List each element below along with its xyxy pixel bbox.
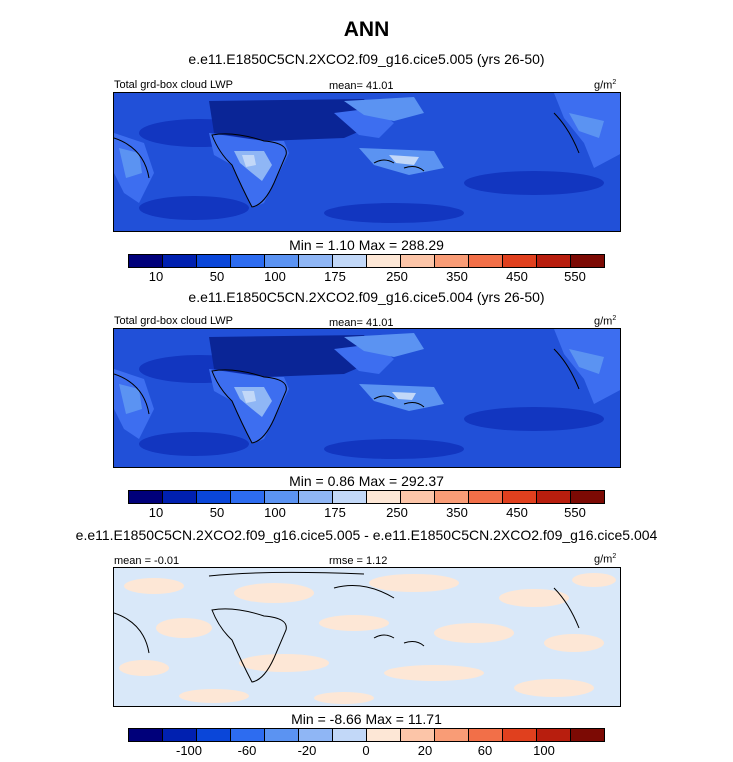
colorbar-tick-label: 175: [324, 269, 346, 284]
colorbar-swatch: [435, 255, 469, 267]
colorbar-swatch: [571, 729, 604, 741]
colorbar-tick-label: 60: [477, 743, 493, 758]
colorbar-swatch: [265, 255, 299, 267]
colorbar-swatch: [401, 729, 435, 741]
colorbar-swatch: [435, 729, 469, 741]
colorbar-tick-label: 250: [386, 505, 408, 520]
panel-1-colorbar: [128, 254, 605, 268]
colorbar-swatch: [401, 255, 435, 267]
colorbar-swatch: [435, 491, 469, 503]
colorbar-swatch: [197, 729, 231, 741]
colorbar-swatch: [503, 255, 537, 267]
colorbar-tick-label: 450: [506, 505, 528, 520]
colorbar-tick-label: 350: [446, 269, 468, 284]
colorbar-swatch: [231, 255, 265, 267]
colorbar-tick-label: 250: [386, 269, 408, 284]
colorbar-tick-label: 550: [564, 505, 586, 520]
panel-2-colorbar-ticks: 10 50 100 175 250 350 450 550: [128, 505, 605, 521]
panel-1-mean-label: mean= 41.01: [329, 80, 394, 92]
panel-1-colorbar-ticks: 10 50 100 175 250 350 450 550: [128, 269, 605, 285]
colorbar-swatch: [503, 729, 537, 741]
colorbar-swatch: [129, 491, 163, 503]
colorbar-swatch: [163, 491, 197, 503]
colorbar-swatch: [469, 491, 503, 503]
panel-1-variable-label: Total grd-box cloud LWP: [114, 79, 234, 91]
colorbar-swatch: [367, 255, 401, 267]
panel-2-minmax: Min = 0.86 Max = 292.37: [289, 473, 444, 489]
colorbar-tick-label: -100: [175, 743, 203, 758]
panel-3-rmse-label: rmse = 1.12: [329, 555, 388, 567]
colorbar-swatch: [367, 491, 401, 503]
panel-3-units: g/m2: [594, 553, 617, 566]
colorbar-tick-label: 350: [446, 505, 468, 520]
colorbar-swatch: [367, 729, 401, 741]
panel-1-units: g/m2: [594, 79, 617, 92]
colorbar-tick-label: -20: [297, 743, 317, 758]
colorbar-tick-label: 100: [533, 743, 555, 758]
colorbar-tick-label: 10: [148, 269, 164, 284]
panel-1-minmax: Min = 1.10 Max = 288.29: [289, 237, 444, 253]
colorbar-swatch: [537, 729, 571, 741]
colorbar-tick-label: 450: [506, 269, 528, 284]
colorbar-swatch: [299, 729, 333, 741]
colorbar-tick-label: 50: [209, 269, 225, 284]
colorbar-swatch: [469, 255, 503, 267]
panel-2-colorbar: [128, 490, 605, 504]
panel-2-units: g/m2: [594, 315, 617, 328]
panel-1-map: [113, 92, 621, 232]
colorbar-swatch: [231, 729, 265, 741]
panel-3-map: [113, 567, 621, 707]
colorbar-swatch: [163, 729, 197, 741]
panel-3-mean-label: mean = -0.01: [114, 555, 180, 567]
colorbar-tick-label: 0: [362, 743, 370, 758]
colorbar-tick-label: -60: [237, 743, 257, 758]
colorbar-swatch: [537, 491, 571, 503]
figure-title: ANN: [343, 18, 390, 41]
colorbar-swatch: [333, 255, 367, 267]
colorbar-swatch: [197, 255, 231, 267]
colorbar-swatch: [265, 491, 299, 503]
colorbar-swatch: [265, 729, 299, 741]
panel-3-case-title: e.e11.E1850C5CN.2XCO2.f09_g16.cice5.005 …: [75, 527, 658, 543]
colorbar-tick-label: 550: [564, 269, 586, 284]
colorbar-swatch: [299, 255, 333, 267]
panel-2-case-title: e.e11.E1850C5CN.2XCO2.f09_g16.cice5.004 …: [188, 289, 545, 305]
colorbar-swatch: [503, 491, 537, 503]
colorbar-swatch: [299, 491, 333, 503]
panel-3-colorbar: [128, 728, 605, 742]
colorbar-tick-label: 10: [148, 505, 164, 520]
colorbar-tick-label: 100: [264, 269, 286, 284]
panel-2-map: [113, 328, 621, 468]
colorbar-tick-label: 50: [209, 505, 225, 520]
colorbar-swatch: [163, 255, 197, 267]
colorbar-swatch: [333, 491, 367, 503]
colorbar-swatch: [401, 491, 435, 503]
panel-3-minmax: Min = -8.66 Max = 11.71: [291, 711, 442, 727]
panel-2-variable-label: Total grd-box cloud LWP: [114, 315, 234, 327]
colorbar-swatch: [469, 729, 503, 741]
colorbar-swatch: [197, 491, 231, 503]
colorbar-swatch: [129, 255, 163, 267]
colorbar-swatch: [231, 491, 265, 503]
panel-2-mean-label: mean= 41.01: [329, 317, 394, 329]
panel-3-colorbar-ticks: -100 -60 -20 0 20 60 100: [128, 743, 605, 759]
colorbar-tick-label: 20: [417, 743, 433, 758]
colorbar-swatch: [571, 491, 604, 503]
colorbar-swatch: [333, 729, 367, 741]
colorbar-tick-label: 100: [264, 505, 286, 520]
colorbar-swatch: [537, 255, 571, 267]
colorbar-tick-label: 175: [324, 505, 346, 520]
panel-1-case-title: e.e11.E1850C5CN.2XCO2.f09_g16.cice5.005 …: [188, 51, 545, 67]
colorbar-swatch: [571, 255, 604, 267]
colorbar-swatch: [129, 729, 163, 741]
